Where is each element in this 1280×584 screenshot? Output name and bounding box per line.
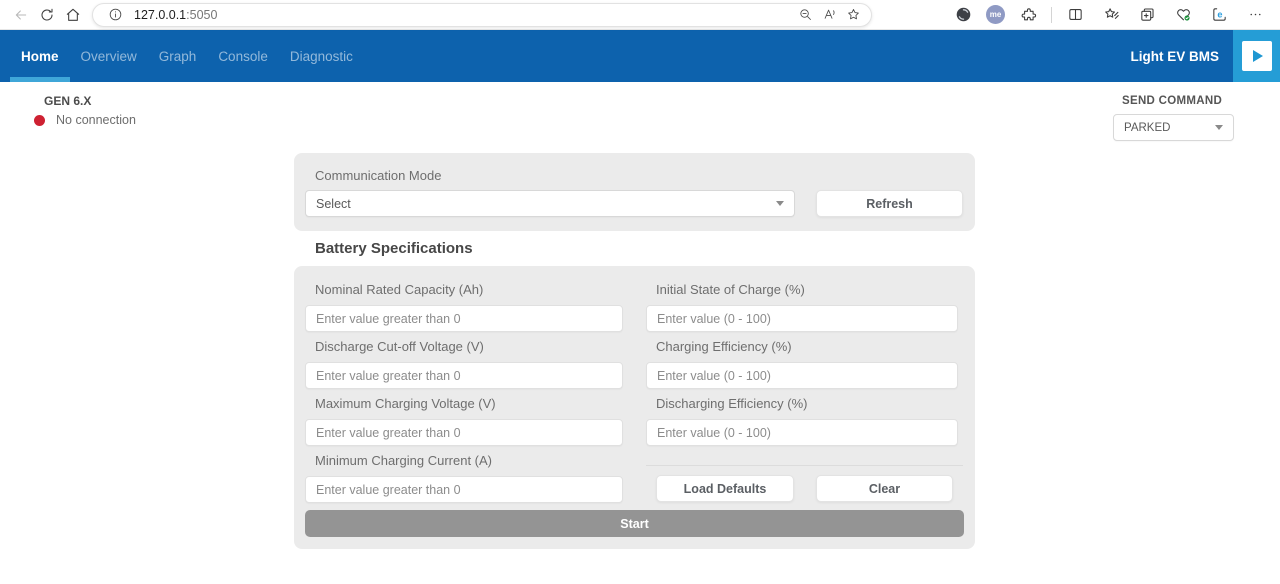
tab-console[interactable]: Console xyxy=(218,48,268,64)
connection-status-text: No connection xyxy=(56,113,136,127)
main-content: GEN 6.X No connection SEND COMMAND PARKE… xyxy=(0,82,1280,584)
chevron-down-icon xyxy=(776,201,784,206)
tab-overview[interactable]: Overview xyxy=(80,48,137,64)
read-aloud-icon[interactable] xyxy=(817,4,841,26)
more-menu-icon[interactable] xyxy=(1242,3,1268,27)
extension-shutter-icon[interactable] xyxy=(950,3,976,27)
svg-text:e: e xyxy=(1217,9,1222,19)
nav-tabs: Home Overview Graph Console Diagnostic xyxy=(0,30,364,82)
collections-icon[interactable] xyxy=(1134,3,1160,27)
discharge-cutoff-voltage-input[interactable] xyxy=(305,362,623,389)
initial-state-of-charge-label: Initial State of Charge (%) xyxy=(656,282,805,297)
communication-mode-panel: Communication Mode Select Refresh xyxy=(294,153,975,231)
address-bar[interactable]: 127.0.0.1:5050 xyxy=(92,2,872,27)
initial-state-of-charge-input[interactable] xyxy=(646,305,958,332)
battery-specifications-heading: Battery Specifications xyxy=(315,240,473,257)
active-tab-indicator xyxy=(10,77,70,82)
generation-label: GEN 6.X xyxy=(44,94,92,108)
toolbar-divider xyxy=(1051,6,1052,23)
charging-efficiency-label: Charging Efficiency (%) xyxy=(656,339,792,354)
nominal-capacity-input[interactable] xyxy=(305,305,623,332)
ie-mode-icon[interactable]: e xyxy=(1206,3,1232,27)
zoom-out-icon[interactable] xyxy=(793,4,817,26)
app-logo xyxy=(1233,30,1280,82)
battery-specifications-panel: Nominal Rated Capacity (Ah) Discharge Cu… xyxy=(294,266,975,549)
button-row-divider xyxy=(646,465,963,466)
communication-mode-select[interactable]: Select xyxy=(305,190,795,217)
clear-button[interactable]: Clear xyxy=(816,475,953,502)
site-info-icon[interactable] xyxy=(103,4,127,26)
send-command-value: PARKED xyxy=(1124,121,1171,134)
discharging-efficiency-input[interactable] xyxy=(646,419,958,446)
play-triangle-icon xyxy=(1241,41,1272,71)
refresh-button[interactable]: Refresh xyxy=(816,190,963,217)
browser-essentials-icon[interactable] xyxy=(1170,3,1196,27)
load-defaults-button[interactable]: Load Defaults xyxy=(656,475,794,502)
connection-status-dot xyxy=(34,114,45,126)
favorite-star-icon[interactable] xyxy=(841,4,865,26)
tab-home-label: Home xyxy=(21,48,59,64)
communication-mode-value: Select xyxy=(316,196,351,211)
home-icon[interactable] xyxy=(60,3,86,27)
refresh-icon[interactable] xyxy=(34,3,60,27)
maximum-charging-voltage-label: Maximum Charging Voltage (V) xyxy=(315,396,496,411)
communication-mode-label: Communication Mode xyxy=(315,168,442,183)
discharging-efficiency-label: Discharging Efficiency (%) xyxy=(656,396,808,411)
send-command-select[interactable]: PARKED xyxy=(1113,114,1234,141)
send-command-label: SEND COMMAND xyxy=(1122,95,1223,107)
tab-home[interactable]: Home xyxy=(10,30,70,82)
nominal-capacity-label: Nominal Rated Capacity (Ah) xyxy=(315,282,484,297)
profile-avatar[interactable]: me xyxy=(986,5,1005,24)
start-button[interactable]: Start xyxy=(305,510,964,537)
browser-toolbar: 127.0.0.1:5050 me xyxy=(0,0,1280,30)
tab-diagnostic[interactable]: Diagnostic xyxy=(289,48,353,64)
extensions-icon[interactable] xyxy=(1015,3,1041,27)
charging-efficiency-input[interactable] xyxy=(646,362,958,389)
favorites-hub-icon[interactable] xyxy=(1098,3,1124,27)
app-title: Light EV BMS xyxy=(1130,48,1220,64)
discharge-cutoff-voltage-label: Discharge Cut-off Voltage (V) xyxy=(315,339,484,354)
connection-status: No connection xyxy=(34,113,136,127)
app-nav-bar: Home Overview Graph Console Diagnostic L… xyxy=(0,30,1280,82)
minimum-charging-current-input[interactable] xyxy=(305,476,623,503)
split-screen-icon[interactable] xyxy=(1062,3,1088,27)
tab-graph[interactable]: Graph xyxy=(158,48,197,64)
maximum-charging-voltage-input[interactable] xyxy=(305,419,623,446)
minimum-charging-current-label: Minimum Charging Current (A) xyxy=(315,453,492,468)
chevron-down-icon xyxy=(1215,125,1223,130)
back-icon[interactable] xyxy=(8,3,34,27)
url-text: 127.0.0.1:5050 xyxy=(134,7,218,22)
